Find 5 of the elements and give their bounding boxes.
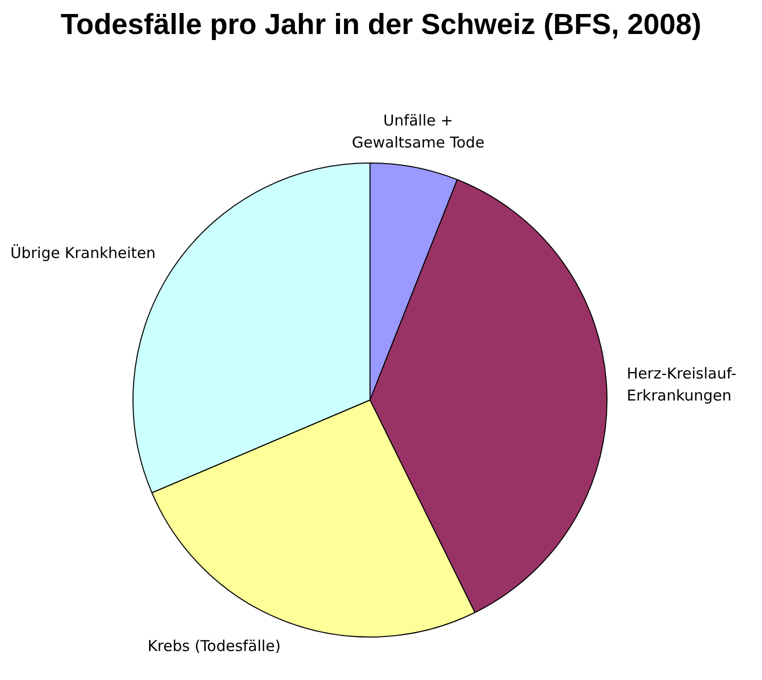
slice-label: Übrige Krankheiten [10,244,156,262]
slice-label: Krebs (Todesfälle) [148,636,281,655]
slice-label: Herz-Kreislauf- Erkrankungen [626,364,736,405]
slice-label: Unfälle + Gewaltsame Tode [352,112,484,152]
chart-title: Todesfälle pro Jahr in der Schweiz (BFS, 2008) [60,9,702,41]
